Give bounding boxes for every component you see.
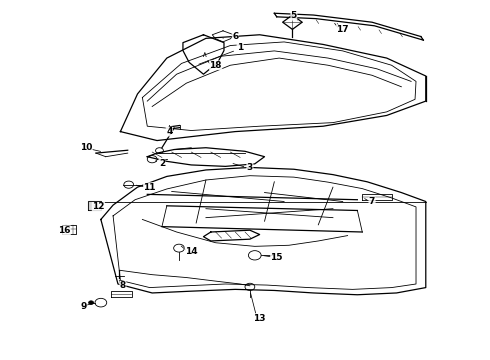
- Text: 14: 14: [185, 247, 197, 256]
- Text: 18: 18: [209, 61, 222, 70]
- Text: 16: 16: [58, 226, 71, 235]
- Text: 1: 1: [237, 43, 243, 52]
- Text: 2: 2: [159, 159, 165, 168]
- Text: ∧: ∧: [201, 50, 206, 59]
- Text: 5: 5: [291, 11, 297, 20]
- Text: 4: 4: [166, 127, 172, 136]
- Text: 3: 3: [247, 163, 253, 172]
- Text: 10: 10: [80, 143, 93, 152]
- Text: 9: 9: [80, 302, 87, 311]
- Text: 13: 13: [253, 314, 266, 323]
- Text: 8: 8: [120, 281, 126, 290]
- Text: 12: 12: [92, 202, 105, 211]
- Polygon shape: [88, 201, 101, 211]
- Text: 11: 11: [144, 183, 156, 192]
- Text: 7: 7: [369, 197, 375, 206]
- Text: 6: 6: [232, 32, 238, 41]
- Circle shape: [89, 301, 94, 305]
- Text: 15: 15: [270, 253, 283, 262]
- Text: 17: 17: [337, 25, 349, 34]
